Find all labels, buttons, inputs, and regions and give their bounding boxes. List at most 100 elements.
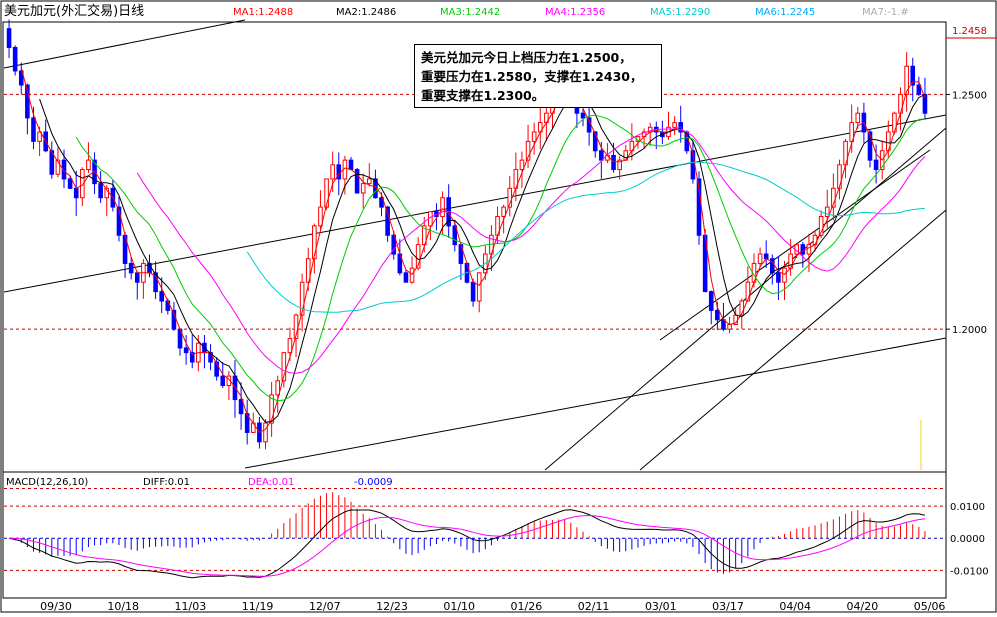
ma5-line: [246, 161, 925, 313]
candle: [672, 116, 677, 136]
candle: [818, 210, 824, 239]
date-tick-label: 12/23: [376, 600, 408, 613]
ma5-label: MA5:1.2290: [650, 7, 710, 18]
macd-value-label: -0.0009: [354, 477, 393, 488]
date-tick-label: 10/18: [107, 600, 139, 613]
candle: [269, 382, 274, 437]
macd-panel: [2, 471, 947, 599]
date-tick-label: 03/01: [645, 600, 677, 613]
candle: [922, 77, 928, 120]
annotation-line-3: 重要支撑在1.2300。: [421, 88, 545, 103]
date-tick-label: 01/26: [511, 600, 543, 613]
candle: [67, 175, 73, 190]
candle: [873, 144, 879, 184]
candle: [128, 256, 134, 280]
macd-dea-line: [9, 514, 925, 577]
candle: [189, 334, 195, 369]
ma7-label: MA7:-1.#: [862, 7, 909, 18]
candle: [318, 190, 323, 231]
chart-title: 美元加元(外汇交易)日线: [4, 3, 144, 19]
candle: [916, 76, 922, 97]
annotation-line-1: 美元兑加元今日上档压力在1.2500，: [421, 50, 632, 65]
ma4-label: MA4:1.2356: [545, 7, 605, 18]
candle: [49, 141, 55, 179]
price-tick-label: 1.2500: [952, 90, 987, 101]
date-tick-label: 04/04: [779, 600, 811, 613]
macd-title: MACD(12,26,10): [6, 477, 88, 488]
candle: [98, 171, 103, 203]
candle: [476, 272, 482, 313]
candle: [391, 230, 397, 260]
candle: [452, 220, 458, 252]
candle: [37, 126, 42, 157]
candle: [824, 189, 830, 229]
candle: [519, 151, 525, 188]
analysis-annotation-box: 美元兑加元今日上档压力在1.2500， 重要压力在1.2580，支撑在1.243…: [414, 44, 662, 108]
candle: [769, 254, 775, 285]
date-tick-label: 05/06: [914, 600, 946, 613]
candle: [238, 382, 244, 430]
date-tick-label: 03/17: [712, 600, 744, 613]
date-tick-label: 09/30: [40, 600, 72, 613]
candle: [360, 173, 366, 209]
candle: [403, 269, 409, 283]
candle: [806, 233, 812, 273]
candle: [6, 19, 12, 59]
candle: [116, 196, 122, 242]
candle: [183, 335, 189, 365]
candle: [800, 242, 806, 268]
chart-header: 美元加元(外汇交易)日线 MA1:1.2488 MA2:1.2486 MA3:1…: [4, 3, 909, 19]
ma6-label: MA6:1.2245: [755, 7, 815, 18]
candle: [263, 419, 268, 450]
macd-tick-label: 0.0100: [950, 502, 985, 513]
candle: [592, 131, 598, 158]
candle: [214, 357, 219, 381]
price-tick-label: 1.2000: [952, 325, 987, 336]
candle: [80, 167, 85, 207]
candle: [525, 124, 531, 168]
candle: [531, 122, 537, 155]
macd-diff-line: [8, 509, 926, 579]
candle: [696, 171, 702, 245]
candle: [171, 301, 177, 331]
candle: [617, 156, 622, 180]
candle: [409, 256, 415, 284]
candle: [708, 290, 714, 325]
candle: [275, 375, 281, 413]
date-tick-label: 11/03: [175, 600, 207, 613]
date-tick-label: 02/11: [578, 600, 610, 613]
macd-dea-label: DEA:0.01: [248, 477, 294, 488]
ma2-line: [39, 93, 926, 423]
candle: [782, 260, 787, 300]
date-tick-label: 01/10: [443, 600, 475, 613]
candle: [910, 57, 916, 102]
last-price-label: 1.2458: [952, 26, 987, 37]
ma1-label: MA1:1.2488: [233, 7, 293, 18]
date-tick-label: 11/19: [242, 600, 274, 613]
candle: [507, 175, 513, 217]
date-tick-label: 04/20: [847, 600, 879, 613]
candle: [367, 163, 372, 187]
candle: [757, 247, 763, 268]
ma3-label: MA3:1.2442: [440, 7, 500, 18]
date-tick-label: 12/07: [309, 600, 341, 613]
ma2-label: MA2:1.2486: [336, 7, 396, 18]
candle: [12, 45, 18, 76]
macd-tick-label: 0.0000: [950, 534, 985, 545]
candle: [904, 52, 909, 112]
macd-tick-label: -0.0100: [950, 566, 989, 577]
candle: [159, 277, 165, 314]
candle: [379, 192, 384, 217]
macd-diff-label: DIFF:0.01: [143, 477, 190, 488]
candle: [354, 168, 360, 194]
ma3-line: [75, 114, 925, 402]
ma4-line: [136, 128, 926, 374]
trend-channel-lines: [3, 19, 947, 471]
candle: [153, 261, 158, 300]
candle: [312, 223, 317, 274]
annotation-line-2: 重要压力在1.2580，支撑在1.2430，: [421, 69, 643, 84]
candle: [86, 142, 91, 174]
candle: [299, 273, 305, 332]
ma1-line: [20, 67, 926, 434]
